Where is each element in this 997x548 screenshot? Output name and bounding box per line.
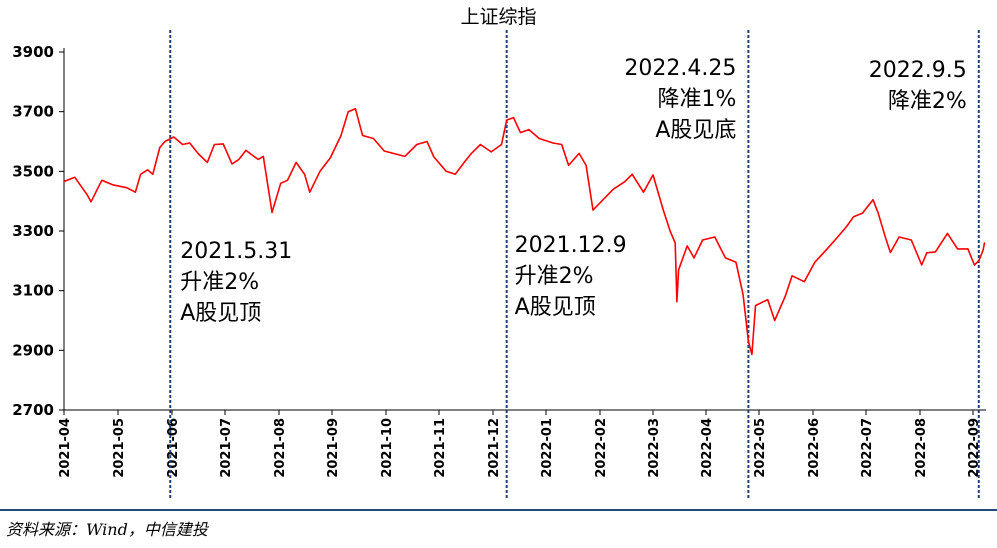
x-tick-label: 2021-07: [219, 418, 234, 478]
y-tick-label: 3700: [12, 103, 54, 121]
chart-plot: 2700 2900 3100 3300 3500 3700 3900 2021-04 2021-…: [12, 30, 986, 500]
x-tick-label: 2021-09: [326, 418, 341, 478]
annotation-text: 2022.4.25: [624, 56, 736, 81]
x-tick-label: 2021-06: [166, 418, 181, 478]
annotation-text: 升准2%: [515, 264, 594, 289]
y-tick-label: 2900: [12, 341, 54, 359]
x-tick-label: 2022-01: [540, 418, 555, 478]
annotation-text: A股见底: [655, 118, 736, 143]
x-tick-label: 2022-07: [860, 418, 875, 478]
annotation-text: 2021.12.9: [515, 233, 627, 258]
source-note: 资料来源：Wind，中信建投: [6, 520, 208, 539]
y-tick-label: 3100: [12, 282, 54, 300]
x-tick-label: 2022-04: [700, 418, 715, 478]
annotation-text: 降准2%: [888, 89, 967, 114]
series-line: [63, 107, 986, 356]
x-tick-label: 2021-12: [487, 418, 502, 478]
annotation-text: 2022.9.5: [869, 58, 967, 83]
x-tick-label: 2021-10: [380, 418, 395, 478]
x-tick-label: 2022-08: [914, 418, 929, 478]
chart-title: 上证综指: [460, 6, 537, 28]
y-tick-label: 3300: [12, 222, 54, 240]
x-tick-label: 2022-06: [807, 418, 822, 478]
x-tick-label: 2022-05: [753, 418, 768, 478]
y-tick-label: 3500: [12, 162, 54, 180]
x-tick-label: 2021-04: [58, 418, 73, 478]
x-tick-label: 2021-08: [273, 418, 288, 478]
y-tick-label: 3900: [12, 43, 54, 61]
x-tick-label: 2022-03: [647, 418, 662, 478]
annotation-text: A股见顶: [180, 301, 261, 326]
x-tick-label: 2021-11: [433, 418, 448, 478]
annotation-text: 升准2%: [180, 270, 259, 295]
x-tick-label: 2021-05: [112, 418, 127, 478]
annotation-text: 降准1%: [657, 87, 736, 112]
y-tick-label: 2700: [12, 401, 54, 419]
annotation-text: 2021.5.31: [180, 239, 292, 264]
annotation-text: A股见顶: [515, 295, 596, 320]
x-tick-label: 2022-02: [594, 418, 609, 478]
footer-divider: [0, 509, 997, 511]
